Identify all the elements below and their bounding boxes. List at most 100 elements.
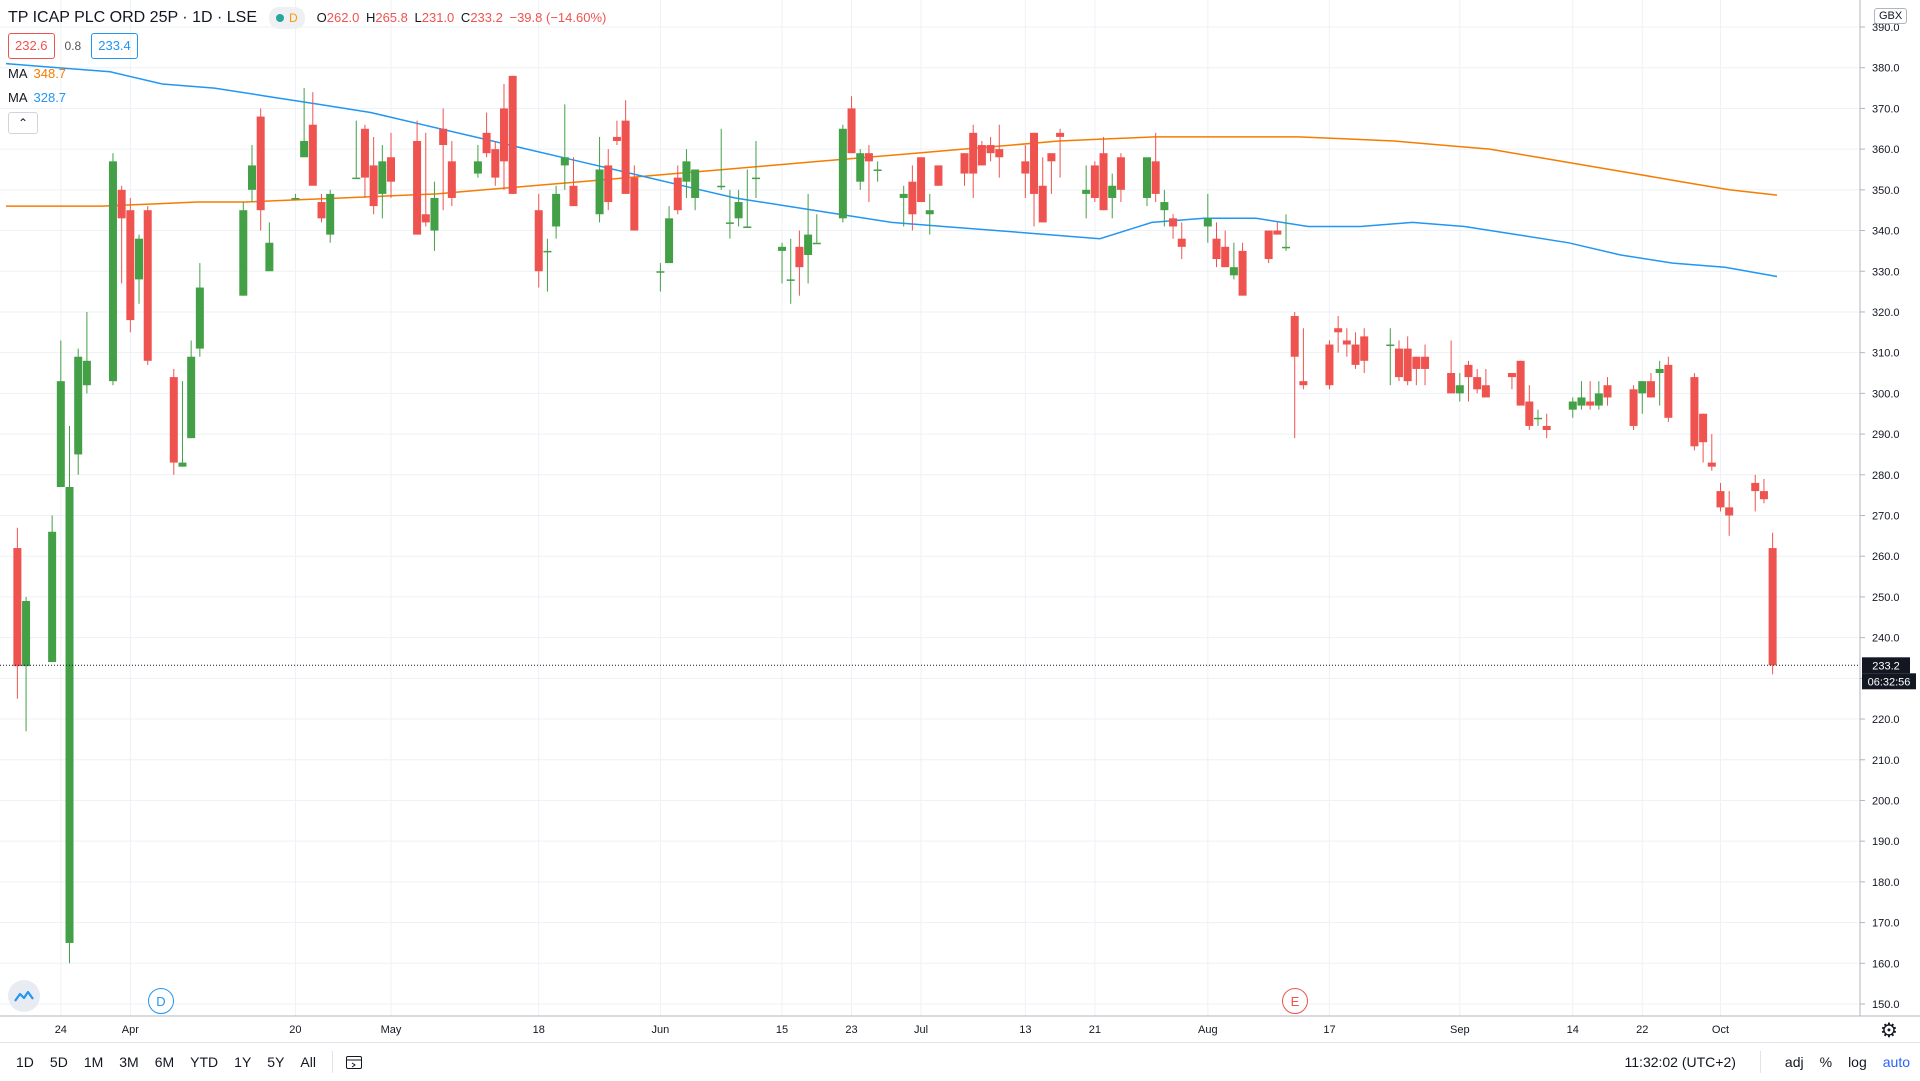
candle [117,185,126,284]
candle-body [1542,425,1551,431]
candle [778,242,787,284]
candle-body [1142,157,1151,198]
candle-body [630,177,639,231]
candle [804,193,813,284]
candle [247,145,256,203]
candle-body [178,462,187,467]
candle [178,381,187,467]
candle-body [560,157,569,166]
candle [1725,491,1734,536]
earnings-marker[interactable]: E [1282,988,1308,1014]
candle [143,206,152,365]
candle-body [256,116,265,211]
chevron-up-icon: ⌃ [17,116,29,130]
candle [1751,474,1760,512]
candle-body [1421,356,1430,369]
candle [473,145,482,178]
candle-body [691,169,700,198]
candle [352,120,361,180]
candle-body [1151,161,1160,194]
candle [195,263,204,357]
y-tick-label: 170.0 [1872,918,1900,930]
ohlc-c-label: C [460,10,471,25]
candle [1160,189,1169,227]
y-tick-label: 250.0 [1872,592,1900,604]
ma-long-legend[interactable]: MA 348.7 [8,64,609,84]
candle-body [326,193,335,235]
range-1m[interactable]: 1M [83,1054,104,1070]
range-5d[interactable]: 5D [49,1054,68,1070]
y-tick-label: 320.0 [1872,307,1900,319]
candle [491,140,500,186]
candle-body [917,157,926,203]
settings-gear-icon[interactable]: ⚙ [1880,1020,1898,1042]
last-price-label: 233.2 [1872,660,1900,672]
x-tick-label: Sep [1450,1024,1470,1036]
candle [256,108,265,231]
candle-body [673,177,682,211]
tradingview-logo[interactable] [8,980,40,1012]
goto-date-calendar-icon[interactable] [345,1054,363,1070]
market-status-toggle[interactable]: D [268,7,305,29]
candle [439,108,448,211]
currency-label[interactable]: GBX [1874,8,1908,24]
candle [1342,328,1351,357]
candle [126,197,135,333]
candle-body [986,145,995,154]
candle [682,149,691,198]
candle-body [847,108,856,154]
candle [1586,381,1595,410]
candle [1108,173,1117,219]
candle [595,136,604,223]
range-3m[interactable]: 3M [119,1054,139,1070]
range-1d[interactable]: 1D [16,1054,34,1070]
candle-body [247,165,256,190]
candle-body [995,149,1004,158]
bid-button[interactable]: 232.6 [8,33,55,59]
dividend-marker[interactable]: D [148,988,174,1014]
y-tick-label: 290.0 [1872,429,1900,441]
candle-body [491,149,500,178]
ohlc-open: 262.0 [326,10,360,25]
candle-body [856,153,865,182]
ma-short-legend[interactable]: MA 328.7 [8,88,609,108]
candle [1212,222,1221,268]
candle [1568,397,1577,418]
y-tick-label: 150.0 [1872,999,1900,1011]
candle [1169,214,1178,239]
log-toggle[interactable]: log [1848,1054,1867,1070]
candle-body [308,124,317,186]
y-tick-label: 270.0 [1872,511,1900,523]
ma-short-label: MA [8,90,28,105]
auto-toggle[interactable]: auto [1882,1054,1910,1070]
candle-body [795,246,804,268]
range-ytd[interactable]: YTD [190,1054,219,1070]
range-all[interactable]: All [300,1054,316,1070]
symbol-title[interactable]: TP ICAP PLC ORD 25P · 1D · LSE [8,9,257,26]
ma-short-value: 328.7 [33,90,67,105]
candle-body [1629,389,1638,426]
candle [995,124,1004,178]
candle-body [1699,413,1708,443]
candle [1038,157,1047,223]
candle [1299,328,1308,390]
candle-body [1360,336,1369,361]
range-1y[interactable]: 1Y [234,1054,252,1070]
candle [1273,222,1282,235]
range-5y[interactable]: 5Y [267,1054,285,1070]
last-price-tag [1862,657,1910,674]
ask-button[interactable]: 233.4 [91,33,138,59]
y-tick-label: 220.0 [1872,714,1900,726]
adj-toggle[interactable]: adj [1784,1054,1804,1070]
percent-toggle[interactable]: % [1819,1054,1833,1070]
range-6m[interactable]: 6M [154,1054,175,1070]
candle-body [1577,397,1586,406]
x-tick-label: 18 [533,1024,545,1036]
legend-collapse-button[interactable]: ⌃ [8,112,38,134]
clock-time[interactable]: 11:32:02 (UTC+2) [1624,1054,1736,1070]
candle [856,149,865,190]
candle [1638,381,1647,414]
y-tick-label: 190.0 [1872,836,1900,848]
candle-body [378,161,387,194]
